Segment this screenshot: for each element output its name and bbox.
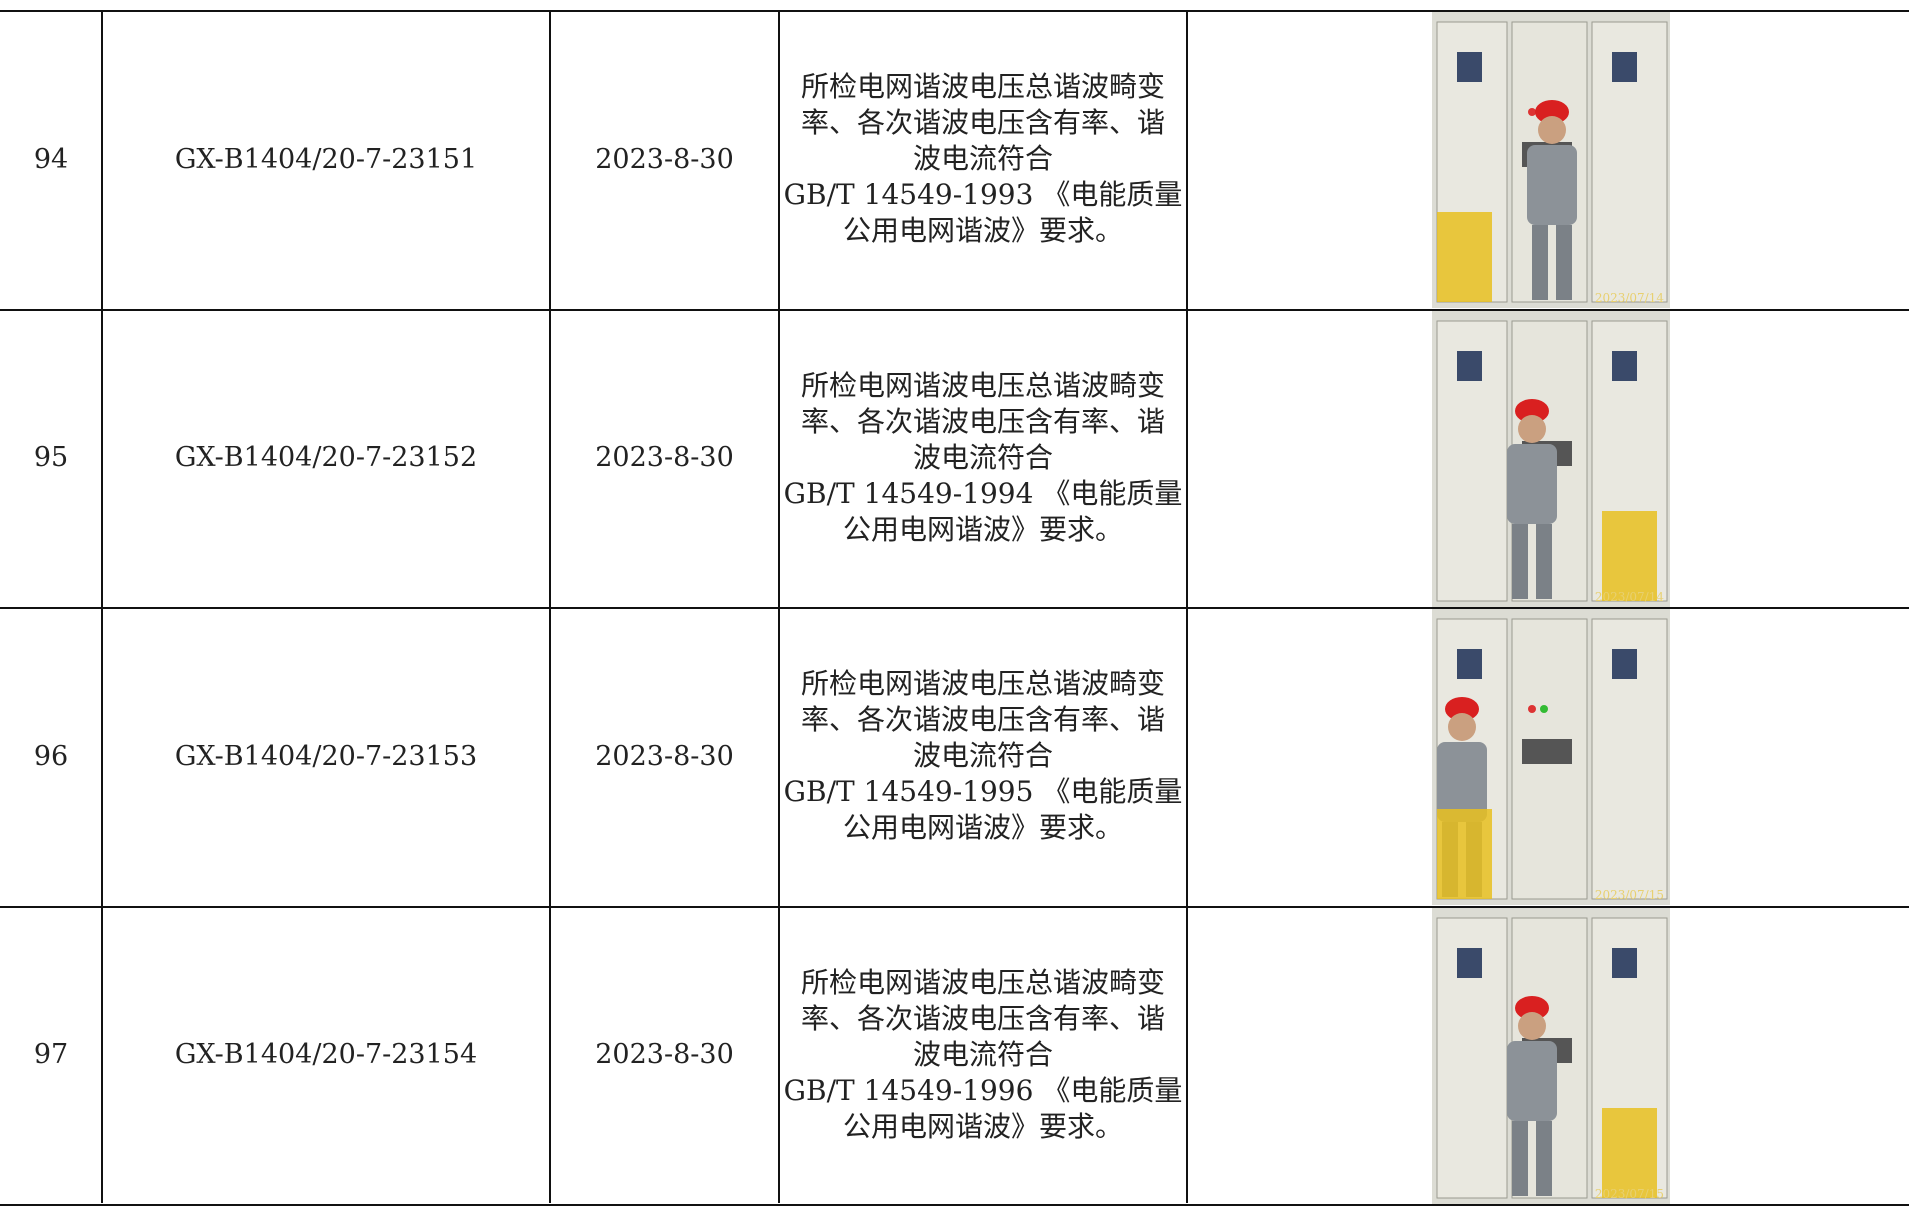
column-border [778, 10, 780, 1203]
head [1518, 1011, 1546, 1040]
description-line: 率、各次谐波电压含有率、谐 [800, 703, 1165, 737]
description-line: 波电流符合 [912, 142, 1053, 176]
panel-screen [1457, 649, 1482, 679]
description-line: 所检电网谐波电压总谐波畸变 [800, 368, 1165, 402]
row-number: 96 [33, 740, 69, 772]
column-border [1186, 10, 1188, 1203]
photo-timestamp: 2023/07/15 [1595, 1187, 1664, 1201]
description-line: GB/T 14549-1996 《电能质量 [783, 1073, 1183, 1107]
test-date: 2023-8-30 [595, 1039, 734, 1071]
platform [1602, 1107, 1657, 1198]
description-line: 所检电网谐波电压总谐波畸变 [800, 965, 1165, 999]
description-line: 所检电网谐波电压总谐波畸变 [800, 667, 1165, 701]
site-photo: 2023/07/15 [1432, 609, 1670, 905]
photo-timestamp: 2023/07/14 [1595, 590, 1665, 604]
row-border [0, 607, 1909, 609]
description-line: 公用电网谐波》要求。 [842, 512, 1123, 546]
panel-screen [1612, 947, 1637, 978]
panel-screen [1612, 52, 1637, 82]
description: 所检电网谐波电压总谐波畸变 率、各次谐波电压含有率、谐 波电流符合 GB/T 1454… [779, 607, 1187, 906]
helmet [1445, 697, 1479, 721]
head [1448, 713, 1476, 741]
description-line: 率、各次谐波电压含有率、谐 [800, 404, 1165, 438]
description-line: 公用电网谐波》要求。 [842, 811, 1123, 845]
description-line: 率、各次谐波电压含有率、谐 [800, 106, 1165, 140]
description-line: 公用电网谐波》要求。 [842, 1109, 1123, 1143]
worker-body [1507, 1040, 1557, 1121]
worker-leg [1512, 523, 1528, 599]
worker-body [1507, 443, 1557, 524]
worker-body [1527, 145, 1577, 225]
row-border [0, 10, 1909, 12]
row-border [0, 308, 1909, 311]
panel-screen [1457, 947, 1482, 978]
description-line: 公用电网谐波》要求。 [842, 214, 1123, 248]
description-line: 率、各次谐波电压含有率、谐 [800, 1001, 1165, 1035]
helmet [1515, 995, 1549, 1020]
report-code: GX-B1404/20-7-23153 [174, 740, 478, 772]
description: 所检电网谐波电压总谐波畸变 率、各次谐波电压含有率、谐 波电流符合 GB/T 1454… [779, 906, 1187, 1205]
head [1538, 116, 1566, 144]
panel-screen [1457, 52, 1482, 82]
report-code: GX-B1404/20-7-23151 [174, 143, 478, 175]
panel-screen [1612, 350, 1637, 381]
column-border [101, 10, 103, 1203]
description-line: 波电流符合 [912, 440, 1053, 474]
row-border [0, 905, 1909, 908]
description-line: GB/T 14549-1995 《电能质量 [783, 775, 1183, 809]
panel-slot [1522, 739, 1572, 764]
worker-leg [1556, 225, 1572, 300]
head [1518, 414, 1546, 443]
description-line: GB/T 14549-1993 《电能质量 [783, 178, 1183, 212]
indicator [1528, 705, 1536, 713]
site-photo: 2023/07/14 [1432, 310, 1670, 607]
helmet [1515, 398, 1549, 423]
report-code: GX-B1404/20-7-23152 [174, 442, 478, 474]
worker-leg [1536, 523, 1552, 599]
description-line: 所检电网谐波电压总谐波畸变 [800, 70, 1165, 104]
test-date: 2023-8-30 [595, 740, 734, 772]
row-number: 94 [33, 143, 69, 175]
test-date: 2023-8-30 [595, 442, 734, 474]
panel-screen [1612, 649, 1637, 679]
worker-body [1437, 742, 1487, 822]
platform [1437, 212, 1492, 302]
photo-timestamp: 2023/07/14 [1595, 291, 1665, 305]
helmet [1535, 100, 1569, 124]
row-number: 95 [33, 442, 69, 474]
platform [1602, 510, 1657, 601]
description-line: 波电流符合 [912, 739, 1053, 773]
worker-leg [1532, 225, 1548, 300]
description-line: 波电流符合 [912, 1037, 1053, 1071]
description: 所检电网谐波电压总谐波畸变 率、各次谐波电压含有率、谐 波电流符合 GB/T 1454… [779, 309, 1187, 608]
report-code: GX-B1404/20-7-23154 [174, 1039, 478, 1071]
site-photo: 2023/07/15 [1432, 907, 1670, 1204]
worker-leg [1512, 1120, 1528, 1196]
test-date: 2023-8-30 [595, 143, 734, 175]
worker-leg [1536, 1120, 1552, 1196]
indicator [1528, 108, 1536, 116]
platform [1437, 809, 1492, 899]
panel-screen [1457, 350, 1482, 381]
photo-timestamp: 2023/07/15 [1595, 888, 1664, 902]
column-border [549, 10, 551, 1203]
row-number: 97 [33, 1039, 69, 1071]
site-photo: 2023/07/14 [1432, 12, 1670, 308]
description: 所检电网谐波电压总谐波畸变 率、各次谐波电压含有率、谐 波电流符合 GB/T 1454… [779, 10, 1187, 309]
description-line: GB/T 14549-1994 《电能质量 [783, 476, 1183, 510]
indicator [1540, 705, 1548, 713]
